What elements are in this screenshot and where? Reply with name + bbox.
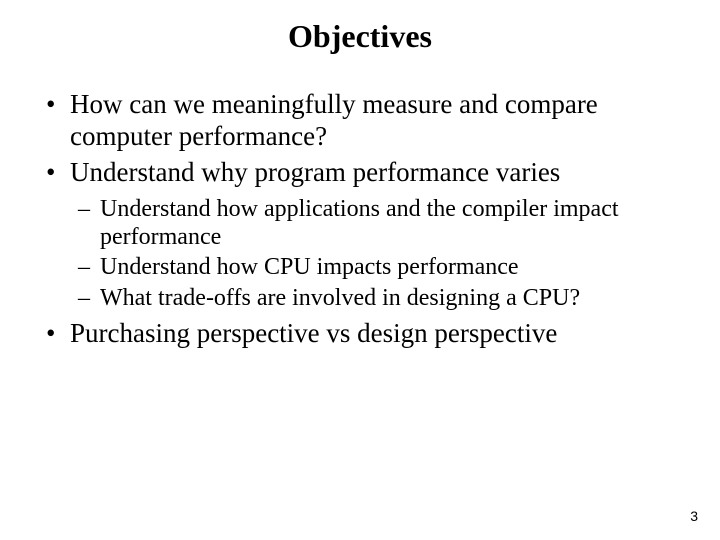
subbullet-text: What trade-offs are involved in designin…	[100, 285, 580, 311]
page-number: 3	[690, 508, 698, 524]
bullet-text: How can we meaningfully measure and comp…	[70, 89, 598, 151]
bullet-text: Understand why program performance varie…	[70, 157, 560, 187]
subbullet-text: Understand how applications and the comp…	[100, 196, 619, 250]
slide: Objectives How can we meaningfully measu…	[0, 0, 720, 540]
bullet-text: Purchasing perspective vs design perspec…	[70, 318, 557, 348]
subbullet-text: Understand how CPU impacts performance	[100, 254, 519, 280]
bullet-item: Purchasing perspective vs design perspec…	[40, 318, 680, 350]
subbullet-item: Understand how applications and the comp…	[74, 195, 680, 252]
subbullet-item: What trade-offs are involved in designin…	[74, 284, 680, 312]
bullet-item: How can we meaningfully measure and comp…	[40, 89, 680, 153]
bullet-item: Understand why program performance varie…	[40, 157, 680, 312]
subbullet-item: Understand how CPU impacts performance	[74, 253, 680, 281]
bullets-level1: How can we meaningfully measure and comp…	[40, 89, 680, 350]
bullets-level2: Understand how applications and the comp…	[74, 195, 680, 312]
slide-title: Objectives	[40, 18, 680, 55]
